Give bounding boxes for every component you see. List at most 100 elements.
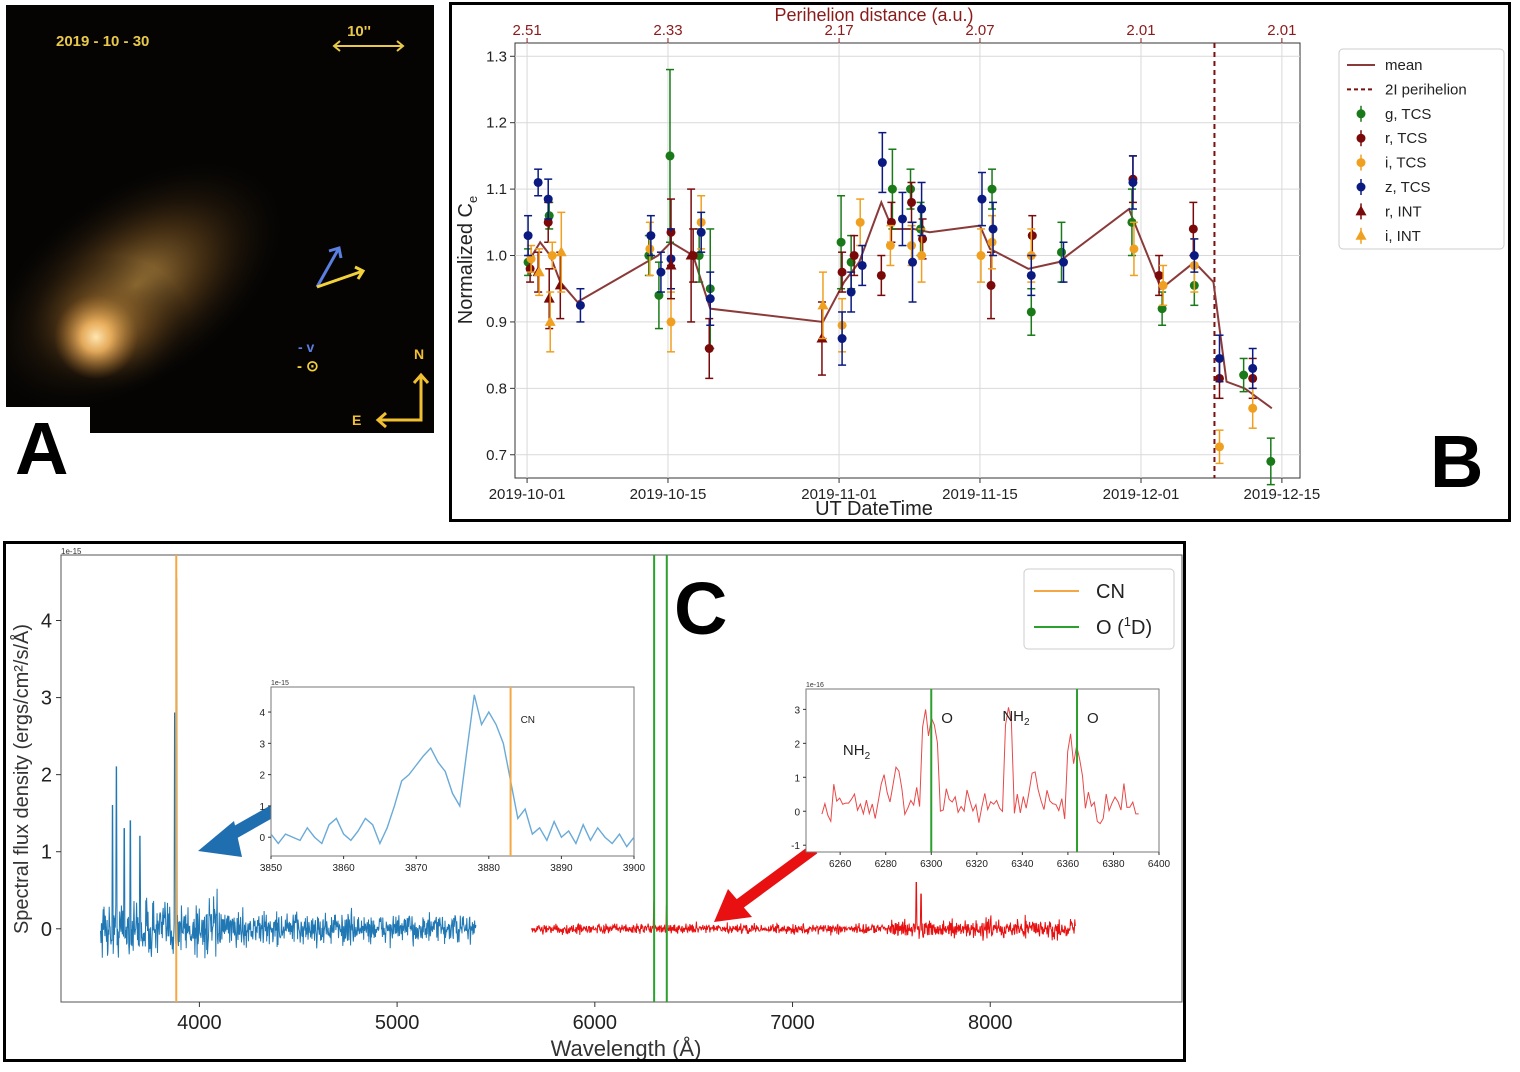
data-point [876,270,886,280]
data-point-triangle [555,246,567,257]
legend-label: z, TCS [1385,179,1431,196]
legend-circle-icon [1356,158,1366,168]
sun-direction-arrow-icon [316,265,366,289]
inset-cn-y-tick-label: 0 [259,833,265,844]
data-point [645,244,655,254]
inset-o-y-tick-label: 1 [794,773,800,784]
data-point [1056,247,1066,257]
top-tick-label: 2.01 [1267,22,1296,39]
inset-o-y-tick-label: 0 [794,807,800,818]
inset-o-spectrum-line [821,707,1139,825]
inset-o-x-tick-label: 6300 [920,859,943,870]
data-point-triangle [685,249,697,260]
data-point-triangle [554,279,566,290]
compass-icon [375,372,430,429]
y-tick-label: 1.0 [486,248,507,265]
data-point [987,184,997,194]
data-point [705,294,715,304]
sun-label: - ⊙ [297,358,319,375]
data-point [1157,304,1167,314]
data-point [918,234,928,244]
panel-label-c: C [674,567,728,650]
legend-triangle-icon [1355,229,1367,240]
y-tick-label: 3 [41,688,52,710]
inset-cn-y-tick-label: 3 [259,739,265,750]
legend-label: r, TCS [1385,130,1427,147]
data-point [1189,251,1199,261]
x-tick-label: 2019-11-01 [801,486,877,503]
velocity-arrow-icon [315,246,343,288]
inset-cn-plot-area [270,686,635,857]
panel-label-a: A [15,407,69,490]
data-point-triangle [816,332,828,343]
top-axis-label: Perihelion distance (a.u.) [774,5,973,25]
top-tick-label: 2.01 [1126,22,1155,39]
data-point [656,267,666,277]
comet-image: 2019 - 10 - 30 10'' - v - ⊙ N E [0,23,430,429]
compass-north-label: N [414,346,424,362]
data-point [543,217,553,227]
data-point [525,264,535,274]
data-point [908,257,918,267]
legend-label: i, TCS [1385,155,1426,172]
top-tick-label: 2.07 [965,22,994,39]
legend-label: 2I perihelion [1385,81,1467,98]
data-point [1248,403,1258,413]
data-point [837,267,847,277]
data-point [575,300,585,310]
inset-o-nh2-subscript: 2 [865,751,871,762]
data-point [1239,370,1249,380]
data-point [704,343,714,353]
data-point [887,184,897,194]
data-point [906,184,916,194]
data-point [547,251,557,261]
inset-o-x-tick-label: 6280 [875,859,898,870]
data-point-triangle [533,266,545,277]
inset-cn-spectrum-line [270,694,635,848]
data-point [1214,442,1224,452]
ce-timeseries-chart: 2019-10-01 2019-10-15 2019-11-01 2019-11-15… [455,5,1505,520]
spectrum-series-line [100,577,477,959]
data-point [666,317,676,327]
y-axis-label-subscript: e [465,196,480,203]
y-exponent-label: 1e-15 [61,547,82,556]
inset-pointer-arrow-red [730,844,818,913]
data-point [1026,307,1036,317]
y-tick-label: 0.8 [486,380,507,397]
x-tick-label: 2019-11-15 [942,486,1018,503]
data-point [886,217,896,227]
data-point [1129,244,1139,254]
data-point [1026,270,1036,280]
data-point [977,194,987,204]
data-point [988,224,998,234]
panel-label-b: B [1430,420,1484,503]
observation-date: 2019 - 10 - 30 [56,33,149,50]
spectrum-chart: 1e-15 4000 5000 6000 7000 8000 0 1 2 3 4 Wavelength… [10,547,1183,1061]
data-point [526,254,536,264]
data-point [987,237,997,247]
data-point [907,241,917,251]
inset-o-nh2-label: NH2 [1002,708,1030,728]
inset-o-exponent-label: 1e-16 [806,682,824,689]
y-tick-label: 1.2 [486,115,507,132]
data-point [855,217,865,227]
compass-east-label: E [352,412,361,428]
data-point [523,231,533,241]
x-tick-label: 4000 [177,1012,222,1034]
inset-o-y-tick-label: 2 [794,739,800,750]
ce-timeseries-panel: 2019-10-01 2019-10-15 2019-11-01 2019-11-15… [449,2,1511,522]
legend-circle-icon [1356,109,1366,119]
data-point [849,251,859,261]
y-tick-label: 4 [41,611,52,633]
data-point [696,227,706,237]
x-tick-label: 2019-10-01 [489,486,566,503]
data-point [1188,224,1198,234]
y-tick-label: 2 [41,765,52,787]
x-axis-label: Wavelength (Å) [551,1036,702,1059]
data-point [1214,353,1224,363]
data-point [1248,363,1258,373]
inset-o-y-tick-label: 3 [794,705,800,716]
inset-cn-y-tick-label: 1 [259,802,265,813]
data-point [654,290,664,300]
x-tick-label: 2019-12-01 [1103,486,1180,503]
